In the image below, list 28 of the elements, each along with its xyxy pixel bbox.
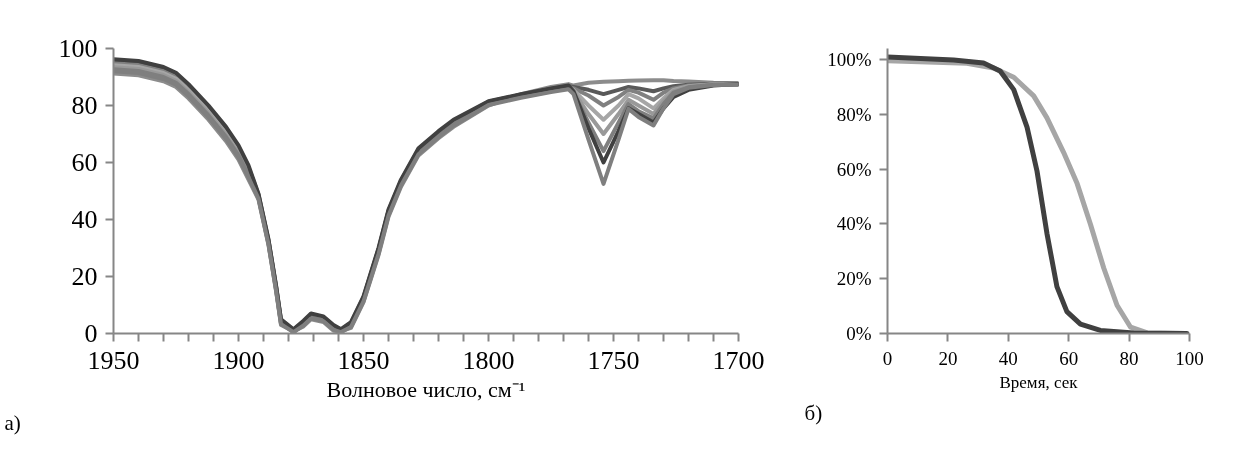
x-tick-label: 1850 xyxy=(337,345,390,375)
y-tick-label: 60 xyxy=(71,148,98,177)
y-tick-label: 80 xyxy=(71,91,98,120)
x-tick-label: 40 xyxy=(998,347,1018,369)
x-tick-label: 1700 xyxy=(712,345,765,375)
text: а) xyxy=(4,410,21,435)
y-tick-label: 20% xyxy=(836,268,872,290)
x-axis-title: Волновое число, см⁻¹ xyxy=(326,376,526,402)
x-axis-title: Время, сек xyxy=(999,372,1079,392)
y-tick-label: 100 xyxy=(58,34,98,63)
y-tick-label: 40% xyxy=(836,213,872,235)
x-tick-label: 0 xyxy=(882,347,893,369)
x-tick-label: 1950 xyxy=(87,345,140,375)
text: б) xyxy=(804,400,823,425)
x-tick-label: 1800 xyxy=(462,345,515,375)
x-tick-label: 100 xyxy=(1175,347,1204,369)
y-tick-label: 60% xyxy=(836,158,872,180)
y-tick-label: 20 xyxy=(71,262,98,291)
x-tick-label: 1900 xyxy=(212,345,265,375)
x-tick-label: 80 xyxy=(1119,347,1139,369)
y-tick-label: 40 xyxy=(71,205,98,234)
x-tick-label: 20 xyxy=(938,347,958,369)
x-tick-label: 60 xyxy=(1059,347,1079,369)
y-tick-label: 0 xyxy=(84,319,98,348)
y-tick-label: 0% xyxy=(846,323,872,344)
y-tick-label: 100% xyxy=(827,48,872,70)
x-tick-label: 1750 xyxy=(587,345,640,375)
y-tick-label: 80% xyxy=(836,103,872,125)
